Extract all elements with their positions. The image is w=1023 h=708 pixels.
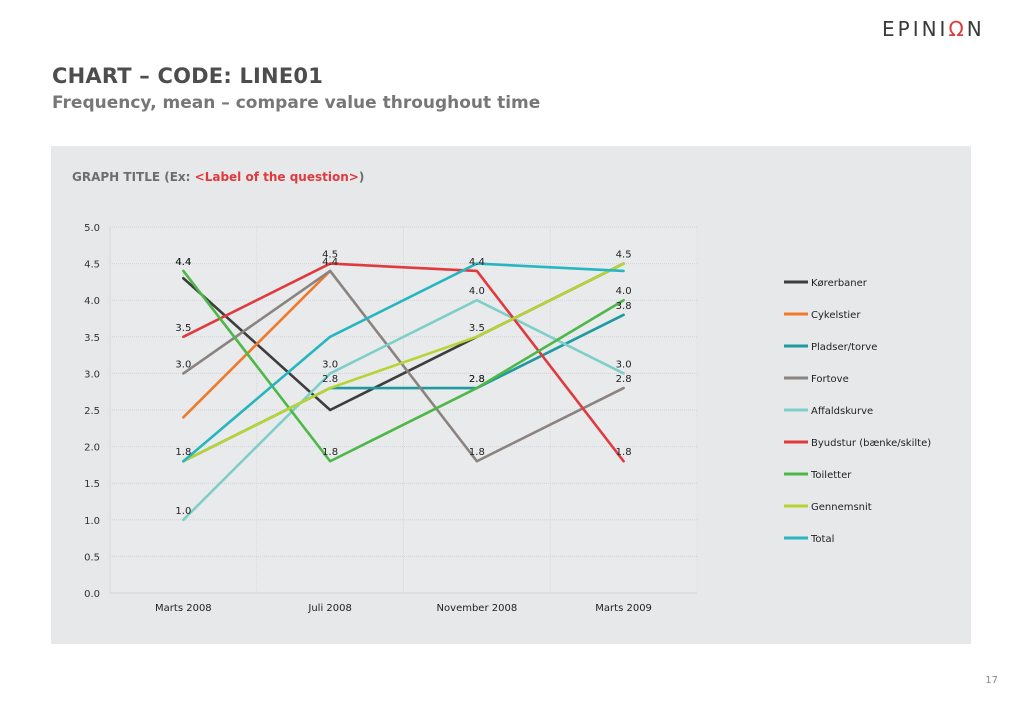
data-label: 4.0 [616,286,632,297]
series-line [182,262,625,463]
series-line [182,262,625,463]
data-label: 1.8 [322,447,338,458]
logo-text-1: EPINI [882,17,949,41]
series-line [182,269,332,419]
legend-label: Affaldskurve [811,406,873,417]
y-tick-label: 4.5 [84,260,100,271]
graph-title-prefix: GRAPH TITLE (Ex: [72,170,195,184]
data-label: 2.8 [469,374,485,385]
page-number: 17 [985,675,998,686]
page-subtitle: Frequency, mean – compare value througho… [52,93,541,113]
data-label: 3.0 [175,359,191,370]
data-label: 3.0 [616,359,632,370]
series-line [182,269,625,463]
legend-label: Cykelstier [811,310,861,321]
page-title: CHART – CODE: LINE01 [52,64,324,88]
data-label: 4.5 [616,250,632,261]
data-label: 3.5 [175,323,191,334]
data-label: 3.8 [616,301,632,312]
data-label: 3.0 [322,359,338,370]
logo-speech-bubble-icon: Ω [948,17,967,41]
graph-title: GRAPH TITLE (Ex: <Label of the question>… [72,170,364,184]
data-label: 1.0 [175,506,191,517]
y-tick-label: 3.5 [84,333,100,344]
legend-label: Toiletter [810,470,852,481]
data-label: 4.4 [469,257,485,268]
x-tick-label: Juli 2008 [307,603,351,614]
legend-label: Total [810,534,834,545]
y-tick-label: 2.0 [84,443,100,454]
data-label: 2.8 [616,374,632,385]
x-tick-label: Marts 2009 [595,603,652,614]
line-chart: 0.0 0.5 1.0 1.5 2.0 2.5 3.0 3.5 4.0 4.5 5.0 Marts 2… [84,223,931,614]
x-tick-label: Marts 2008 [155,603,212,614]
chart-panel: GRAPH TITLE (Ex: <Label of the question>… [51,146,971,644]
data-label: 4.0 [469,286,485,297]
graph-title-highlight: <Label of the question> [194,170,359,184]
data-label: 4.5 [322,250,338,261]
legend-label: Fortove [811,374,849,385]
y-tick-label: 2.5 [84,406,100,417]
data-label: 2.8 [322,374,338,385]
y-tick-label: 0.5 [84,552,100,563]
y-tick-label: 3.0 [84,369,100,380]
legend-label: Kørerbaner [811,278,868,289]
series-line [182,269,625,463]
legend-label: Byudstur (bænke/skilte) [811,438,931,449]
data-label: 4.4 [322,257,338,268]
data-label: 4.4 [175,257,191,268]
y-tick-label: 1.5 [84,479,100,490]
epinion-logo: EPINIΩN [882,16,1002,42]
series-line [182,262,625,463]
y-tick-label: 4.0 [84,296,100,307]
y-tick-label: 1.0 [84,516,100,527]
logo-text-2: N [966,17,985,41]
data-label: 1.8 [469,447,485,458]
legend-label: Pladser/torve [811,342,877,353]
data-label: 1.8 [175,447,191,458]
data-label: 3.5 [469,323,485,334]
data-label: 1.8 [616,447,632,458]
y-tick-label: 0.0 [84,589,100,600]
data-label: 4.4 [175,257,191,268]
data-label: 2.8 [469,374,485,385]
legend-label: Gennemsnit [811,502,872,513]
graph-title-suffix: ) [358,170,365,184]
series-line [182,298,625,522]
x-tick-label: November 2008 [437,603,518,614]
y-tick-label: 5.0 [84,223,100,234]
